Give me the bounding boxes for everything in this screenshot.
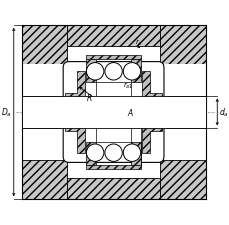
Text: $R$: $R$ <box>86 92 92 103</box>
Polygon shape <box>131 142 140 166</box>
Polygon shape <box>22 161 67 199</box>
Polygon shape <box>159 161 205 199</box>
Polygon shape <box>22 96 205 129</box>
Text: $r_{a1}$: $r_{a1}$ <box>123 80 133 91</box>
Polygon shape <box>96 129 131 142</box>
Polygon shape <box>96 83 131 96</box>
Circle shape <box>104 63 122 81</box>
Text: $D_a$: $D_a$ <box>1 106 12 119</box>
Circle shape <box>86 144 104 162</box>
Circle shape <box>123 144 140 162</box>
Polygon shape <box>86 59 96 83</box>
Polygon shape <box>86 142 96 166</box>
Text: $d_a$: $d_a$ <box>218 106 228 119</box>
Circle shape <box>104 144 122 162</box>
Text: $r_a$: $r_a$ <box>134 38 142 48</box>
Polygon shape <box>86 56 140 59</box>
Circle shape <box>123 63 140 81</box>
FancyBboxPatch shape <box>63 62 163 163</box>
Polygon shape <box>67 26 159 47</box>
Polygon shape <box>131 59 140 83</box>
Polygon shape <box>65 72 85 153</box>
Polygon shape <box>67 178 159 199</box>
Polygon shape <box>141 72 161 153</box>
Circle shape <box>86 63 104 81</box>
Polygon shape <box>159 26 205 64</box>
Polygon shape <box>86 166 140 169</box>
Polygon shape <box>22 64 205 161</box>
Polygon shape <box>22 26 67 64</box>
Text: $A$: $A$ <box>127 106 134 117</box>
